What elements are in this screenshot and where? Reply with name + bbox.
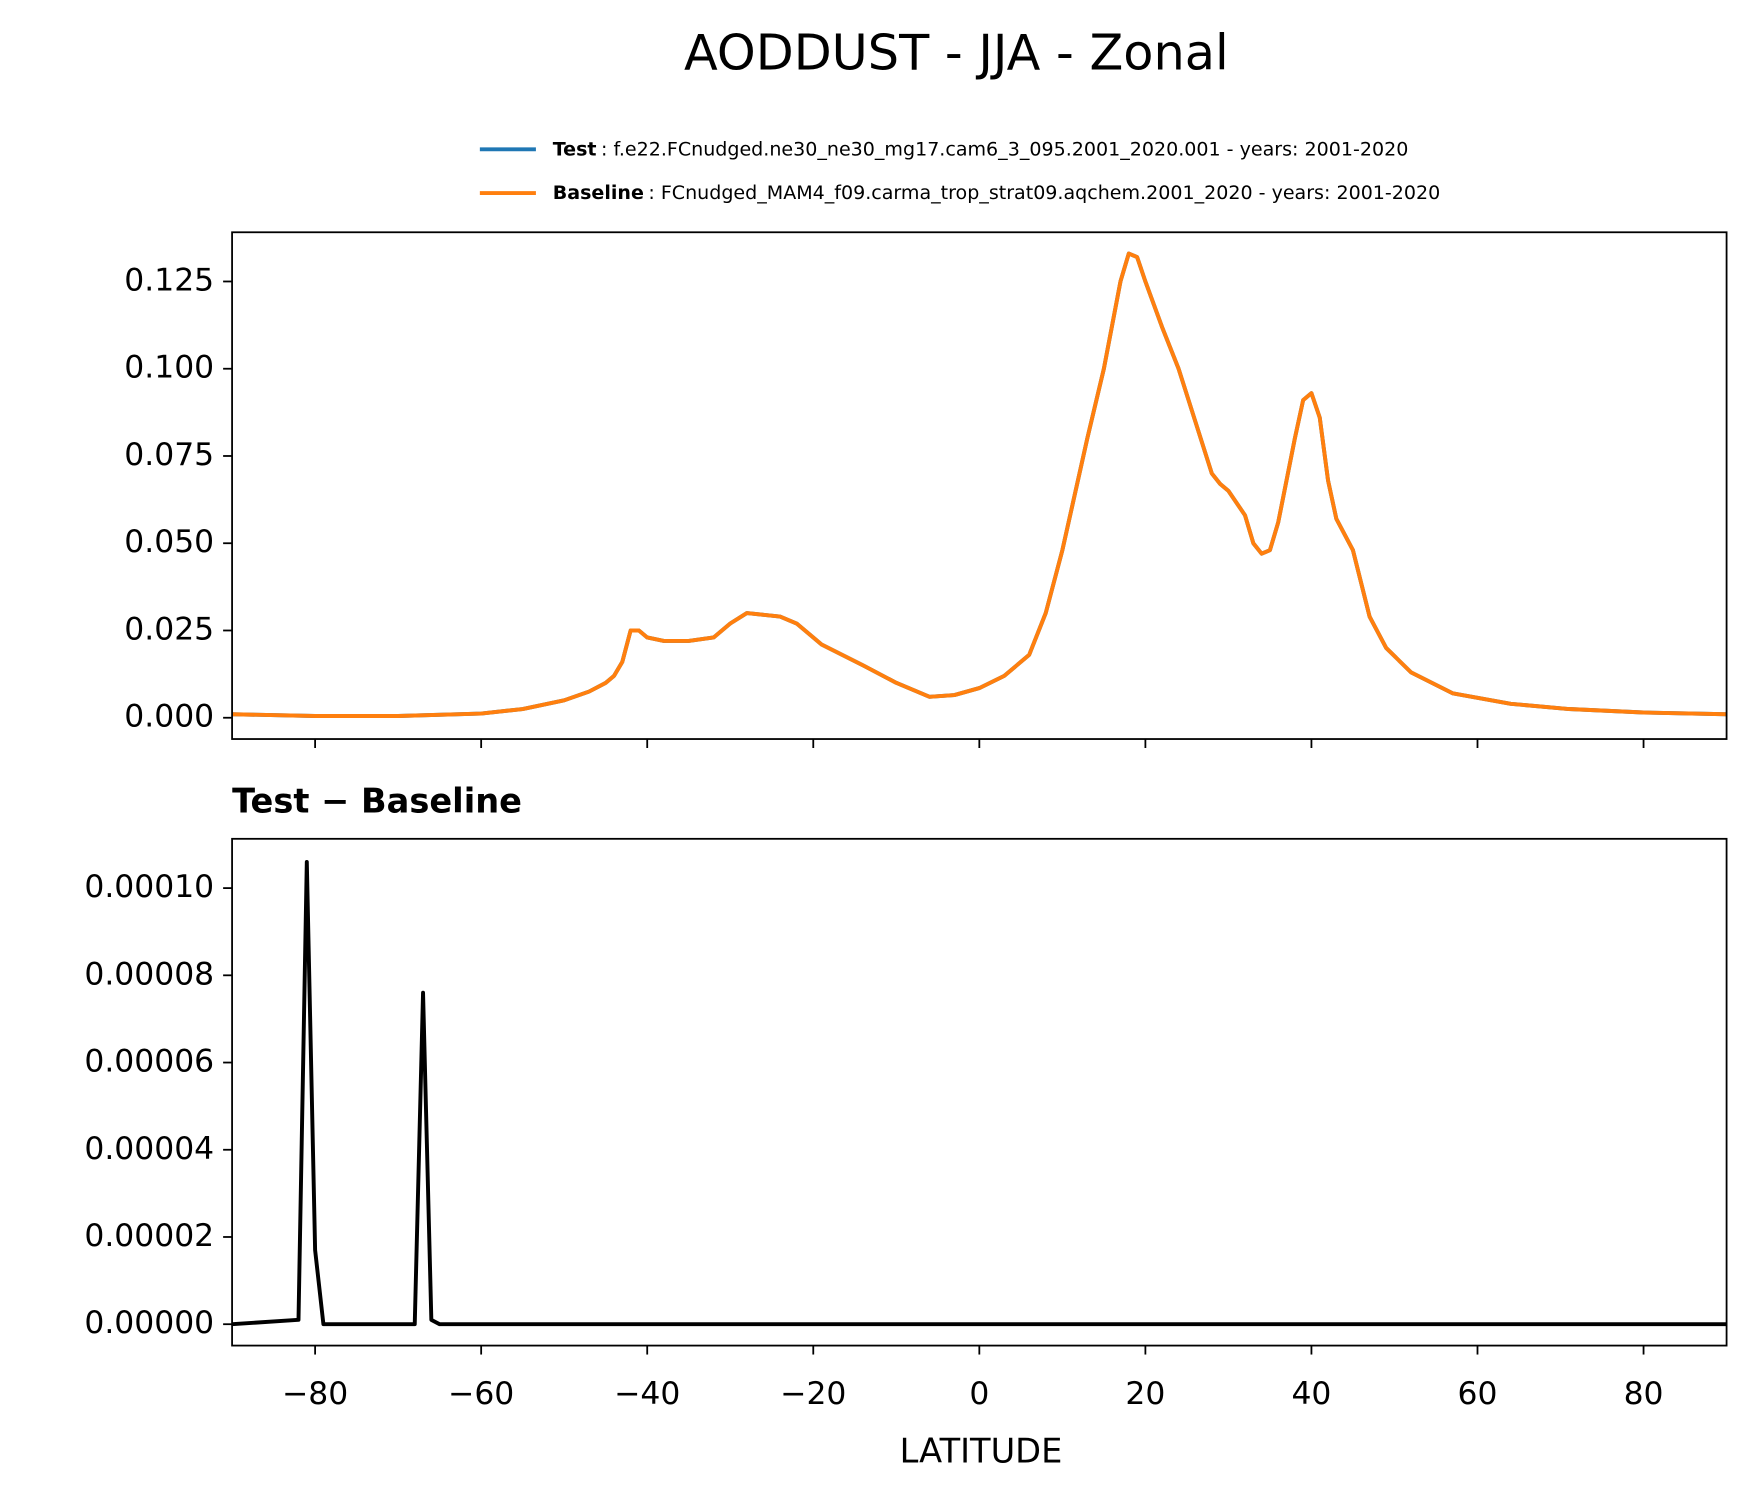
y-tick-label: 0.075 — [124, 437, 214, 473]
x-tick-label: 80 — [1624, 1376, 1664, 1412]
x-tick-label: 40 — [1291, 1376, 1331, 1412]
legend-description: : f.e22.FCnudged.ne30_ne30_mg17.cam6_3_0… — [601, 138, 1408, 160]
x-tick-label: −20 — [780, 1376, 846, 1412]
y-tick-label: 0.125 — [124, 262, 214, 298]
x-axis-label: LATITUDE — [900, 1432, 1063, 1471]
x-tick-label: 0 — [969, 1376, 989, 1412]
data-line — [232, 251, 1727, 718]
y-tick-label: 0.025 — [124, 611, 214, 647]
y-tick-label: 0.00000 — [84, 1305, 214, 1341]
y-tick-label: 0.00008 — [84, 956, 214, 992]
y-tick-label: 0.00006 — [84, 1044, 214, 1080]
data-line — [232, 251, 1727, 718]
data-line — [232, 859, 1727, 1327]
x-tick-label: −40 — [614, 1376, 680, 1412]
axes-frame — [231, 837, 1728, 1347]
y-tick-label: 0.00010 — [84, 869, 214, 905]
x-tick-label: 60 — [1458, 1376, 1498, 1412]
y-tick-label: 0.050 — [124, 524, 214, 560]
legend-label: Baseline: FCnudged_MAM4_f09.carma_trop_s… — [553, 182, 1441, 204]
y-tick-label: 0.00002 — [84, 1218, 214, 1254]
subplot-title: Test − Baseline — [232, 781, 522, 820]
y-tick-label: 0.000 — [124, 699, 214, 735]
legend-description: : FCnudged_MAM4_f09.carma_trop_strat09.a… — [648, 182, 1440, 204]
legend-name: Test — [553, 138, 597, 160]
y-tick-label: 0.100 — [124, 350, 214, 386]
axes-frame — [231, 231, 1728, 740]
x-tick-label: 20 — [1125, 1376, 1165, 1412]
x-tick-label: −80 — [282, 1376, 348, 1412]
legend-label: Test: f.e22.FCnudged.ne30_ne30_mg17.cam6… — [553, 138, 1409, 160]
legend-name: Baseline — [553, 182, 644, 204]
y-tick-label: 0.00004 — [84, 1131, 214, 1167]
figure-title: AODDUST - JJA - Zonal — [684, 24, 1229, 82]
x-tick-label: −60 — [448, 1376, 514, 1412]
